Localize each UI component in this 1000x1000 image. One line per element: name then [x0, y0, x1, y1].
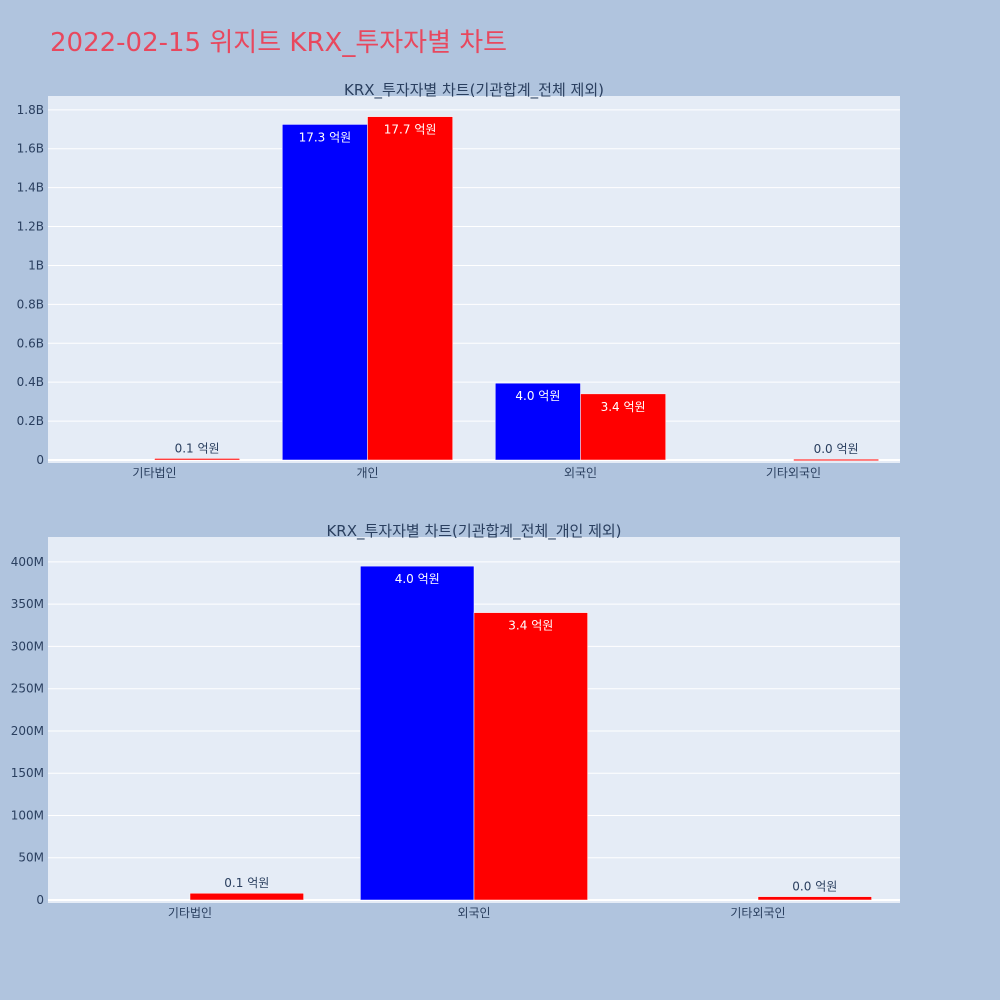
bar	[282, 124, 368, 461]
plot-area-1	[48, 96, 900, 463]
y-tick-label: 1.6B	[17, 142, 44, 156]
bar-value-label: 3.4 억원	[508, 619, 553, 633]
bar	[154, 458, 240, 461]
bar	[360, 565, 475, 901]
bar-value-label: 0.1 억원	[224, 876, 269, 890]
bar	[367, 116, 453, 461]
y-tick-label: 1B	[28, 258, 44, 272]
y-tick-label: 150M	[11, 766, 44, 780]
bar	[473, 612, 588, 901]
bar	[580, 393, 666, 461]
x-tick-label: 외국인	[564, 466, 597, 480]
bar	[757, 896, 872, 901]
y-tick-label: 0.6B	[17, 336, 44, 350]
bar-value-label: 3.4 억원	[601, 400, 646, 414]
bar-value-label: 4.0 억원	[515, 389, 560, 403]
bar-value-label: 4.0 억원	[395, 572, 440, 586]
y-tick-label: 1.8B	[17, 103, 44, 117]
x-tick-label: 외국인	[457, 906, 490, 920]
y-tick-label: 0.8B	[17, 297, 44, 311]
y-tick-label: 100M	[11, 808, 44, 822]
y-tick-label: 0	[36, 893, 44, 907]
bar-value-label: 0.0 억원	[792, 880, 837, 894]
x-tick-label: 기타외국인	[766, 466, 821, 480]
y-tick-label: 200M	[11, 724, 44, 738]
chart-title-2: KRX_투자자별 차트(기관합계_전체_개인 제외)	[326, 522, 621, 541]
x-tick-label: 개인	[356, 466, 378, 480]
x-tick-label: 기타외국인	[730, 906, 785, 920]
y-tick-label: 50M	[18, 851, 44, 865]
y-tick-label: 400M	[11, 555, 44, 569]
y-tick-label: 300M	[11, 639, 44, 653]
y-tick-label: 250M	[11, 682, 44, 696]
bar	[495, 382, 581, 461]
bar-value-label: 17.3 억원	[299, 130, 352, 144]
y-tick-label: 0.2B	[17, 414, 44, 428]
x-tick-label: 기타법인	[132, 466, 176, 480]
y-tick-label: 350M	[11, 597, 44, 611]
page-title: 2022-02-15 위지트 KRX_투자자별 차트	[50, 28, 508, 58]
bar	[189, 892, 304, 901]
x-tick-label: 기타법인	[168, 906, 212, 920]
chart-title-1: KRX_투자자별 차트(기관합계_전체 제외)	[344, 81, 604, 100]
bar-value-label: 0.0 억원	[814, 442, 859, 456]
bar-value-label: 17.7 억원	[384, 123, 437, 137]
y-tick-label: 0	[36, 453, 44, 467]
bar-value-label: 0.1 억원	[175, 441, 220, 455]
y-tick-label: 1.4B	[17, 181, 44, 195]
y-tick-label: 0.4B	[17, 375, 44, 389]
y-tick-label: 1.2B	[17, 220, 44, 234]
bar	[793, 458, 879, 461]
